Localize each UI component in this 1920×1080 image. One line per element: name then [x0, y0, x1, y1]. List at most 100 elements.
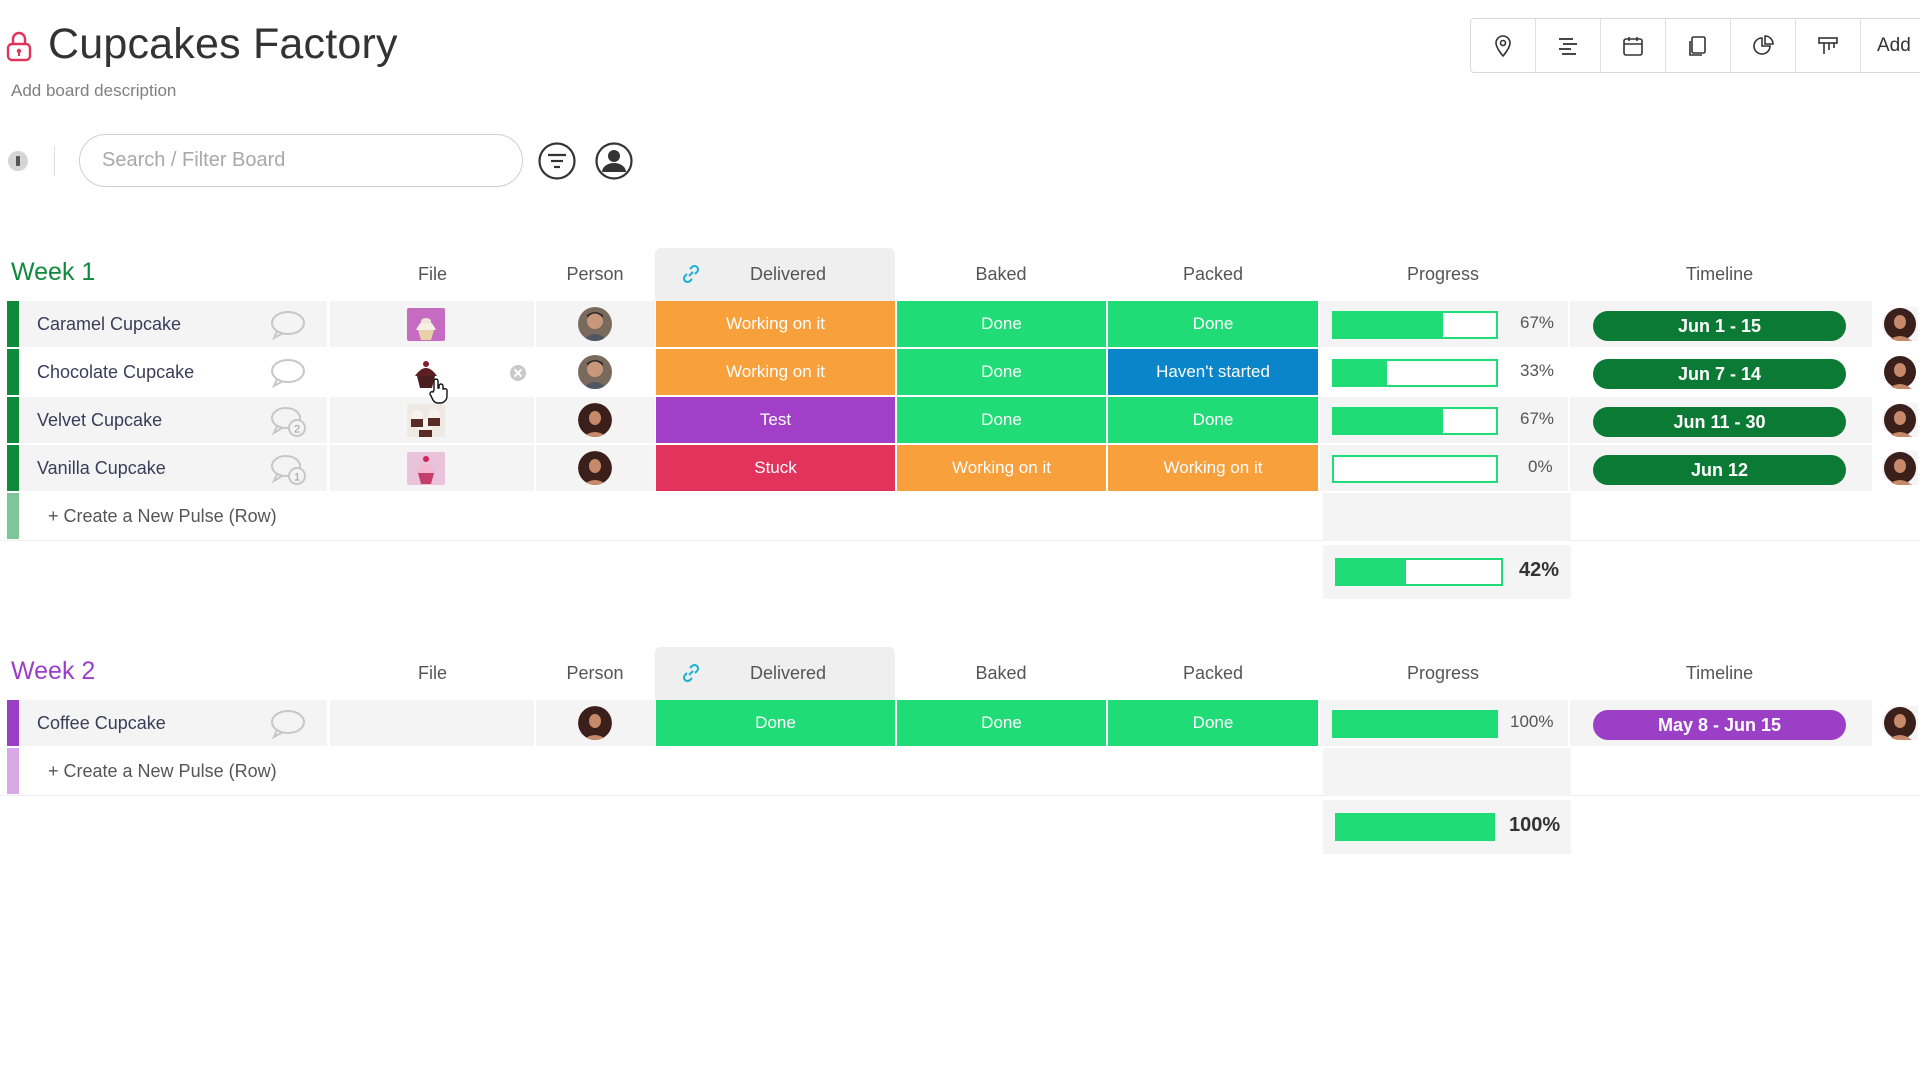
chat-bubble-icon[interactable] — [269, 309, 307, 341]
cupcake-file-thumbnail[interactable] — [407, 356, 445, 389]
filter-icon[interactable] — [537, 141, 577, 181]
chat-bubble-icon[interactable] — [269, 357, 307, 389]
person-cell[interactable] — [536, 397, 655, 443]
avatar[interactable] — [578, 355, 612, 389]
status-packed[interactable]: Done — [1108, 700, 1318, 746]
files-view-button[interactable] — [1666, 19, 1731, 72]
chart-view-button[interactable] — [1731, 19, 1796, 72]
table-row[interactable]: Chocolate Cupcake Working on it Done Hav… — [0, 349, 1920, 397]
avatar[interactable] — [1882, 307, 1918, 341]
pulse-name[interactable]: Velvet Cupcake — [37, 410, 163, 430]
chat-bubble-icon[interactable] — [269, 708, 307, 740]
person-cell[interactable] — [536, 700, 655, 746]
column-header-baked[interactable]: Baked — [975, 264, 1027, 284]
status-packed[interactable]: Haven't started — [1108, 349, 1318, 395]
table-row[interactable]: Coffee Cupcake Done Done Done 100% May 8… — [0, 700, 1920, 748]
column-header-packed[interactable]: Packed — [1182, 264, 1244, 284]
column-header-person[interactable]: Person — [566, 264, 624, 284]
pulse-name[interactable]: Caramel Cupcake — [37, 314, 182, 334]
avatar[interactable] — [578, 307, 612, 341]
name-cell[interactable]: Velvet Cupcake 2 — [19, 397, 327, 443]
status-baked[interactable]: Done — [897, 700, 1106, 746]
cupcake-file-thumbnail[interactable] — [407, 452, 445, 485]
timeline-pill[interactable]: Jun 7 - 14 — [1593, 359, 1846, 389]
name-cell[interactable]: Coffee Cupcake — [19, 700, 327, 746]
calendar-view-button[interactable] — [1601, 19, 1666, 72]
column-header-timeline[interactable]: Timeline — [1685, 663, 1754, 683]
timeline-view-button[interactable] — [1536, 19, 1601, 72]
status-delivered[interactable]: Done — [656, 700, 895, 746]
table-row[interactable]: Velvet Cupcake 2 Test Done Done 67% Jun … — [0, 397, 1920, 445]
status-delivered[interactable]: Working on it — [656, 349, 895, 395]
status-delivered[interactable]: Working on it — [656, 301, 895, 347]
avatar[interactable] — [1882, 706, 1918, 740]
group-title[interactable]: Week 2 — [11, 657, 96, 685]
group-title[interactable]: Week 1 — [11, 258, 96, 286]
info-toggle[interactable] — [8, 151, 28, 171]
column-header-delivered[interactable]: Delivered — [655, 647, 895, 700]
status-delivered[interactable]: Test — [656, 397, 895, 443]
table-row[interactable]: Caramel Cupcake Working on it Done Done … — [0, 301, 1920, 349]
cupcake-file-thumbnail[interactable] — [407, 404, 445, 437]
avatar[interactable] — [1882, 403, 1918, 437]
avatar[interactable] — [578, 403, 612, 437]
chat-bubble-icon[interactable]: 2 — [269, 405, 307, 437]
timeline-pill[interactable]: Jun 12 — [1593, 455, 1846, 485]
column-header-timeline[interactable]: Timeline — [1685, 264, 1754, 284]
status-baked[interactable]: Done — [897, 301, 1106, 347]
person-cell[interactable] — [536, 349, 655, 395]
column-header-progress[interactable]: Progress — [1406, 663, 1480, 683]
search-input[interactable] — [79, 134, 523, 187]
status-delivered[interactable]: Stuck — [656, 445, 895, 491]
status-baked[interactable]: Working on it — [897, 445, 1106, 491]
avatar[interactable] — [1882, 451, 1918, 485]
status-baked[interactable]: Done — [897, 349, 1106, 395]
remove-file-icon[interactable] — [510, 365, 526, 381]
avatar[interactable] — [1882, 355, 1918, 389]
person-cell[interactable] — [536, 445, 655, 491]
column-header-person[interactable]: Person — [566, 663, 624, 683]
status-packed[interactable]: Done — [1108, 397, 1318, 443]
create-pulse-row[interactable]: + Create a New Pulse (Row) — [0, 748, 1920, 796]
cupcake-file-thumbnail[interactable] — [407, 308, 445, 341]
lock-icon[interactable] — [6, 30, 32, 62]
column-header-file[interactable]: File — [417, 663, 447, 683]
column-header-file[interactable]: File — [417, 264, 447, 284]
add-view-button[interactable]: Add — [1877, 34, 1911, 56]
status-packed[interactable]: Working on it — [1108, 445, 1318, 491]
person-cell[interactable] — [536, 301, 655, 347]
avatar[interactable] — [578, 706, 612, 740]
name-cell[interactable]: Chocolate Cupcake — [19, 349, 327, 395]
file-cell[interactable] — [330, 349, 534, 395]
name-cell[interactable]: Vanilla Cupcake 1 — [19, 445, 327, 491]
pulse-name[interactable]: Chocolate Cupcake — [37, 362, 195, 382]
create-pulse-row[interactable]: + Create a New Pulse (Row) — [0, 493, 1920, 541]
column-header-packed[interactable]: Packed — [1182, 663, 1244, 683]
table-row[interactable]: Vanilla Cupcake 1 Stuck Working on it Wo… — [0, 445, 1920, 493]
create-pulse-button[interactable]: + Create a New Pulse (Row) — [48, 761, 277, 781]
column-header-baked[interactable]: Baked — [975, 663, 1027, 683]
board-description[interactable]: Add board description — [11, 81, 177, 100]
file-cell[interactable] — [330, 397, 534, 443]
map-view-button[interactable] — [1471, 19, 1536, 72]
pulse-name[interactable]: Coffee Cupcake — [37, 713, 166, 733]
timeline-pill[interactable]: Jun 1 - 15 — [1593, 311, 1846, 341]
column-header-delivered[interactable]: Delivered — [655, 248, 895, 301]
column-header-progress[interactable]: Progress — [1406, 264, 1480, 284]
status-packed[interactable]: Done — [1108, 301, 1318, 347]
link-icon — [682, 264, 700, 284]
create-pulse-button[interactable]: + Create a New Pulse (Row) — [48, 506, 277, 526]
file-cell[interactable] — [330, 301, 534, 347]
timeline-pill[interactable]: Jun 11 - 30 — [1593, 407, 1846, 437]
pulse-name[interactable]: Vanilla Cupcake — [37, 458, 166, 478]
name-cell[interactable]: Caramel Cupcake — [19, 301, 327, 347]
timeline-pill[interactable]: May 8 - Jun 15 — [1593, 710, 1846, 740]
file-cell[interactable] — [330, 700, 534, 746]
person-filter-icon[interactable] — [594, 141, 634, 181]
status-baked[interactable]: Done — [897, 397, 1106, 443]
chat-bubble-icon[interactable]: 1 — [269, 453, 307, 485]
file-cell[interactable] — [330, 445, 534, 491]
kanban-view-button[interactable] — [1796, 19, 1861, 72]
board-title[interactable]: Cupcakes Factory — [48, 20, 398, 68]
avatar[interactable] — [578, 451, 612, 485]
